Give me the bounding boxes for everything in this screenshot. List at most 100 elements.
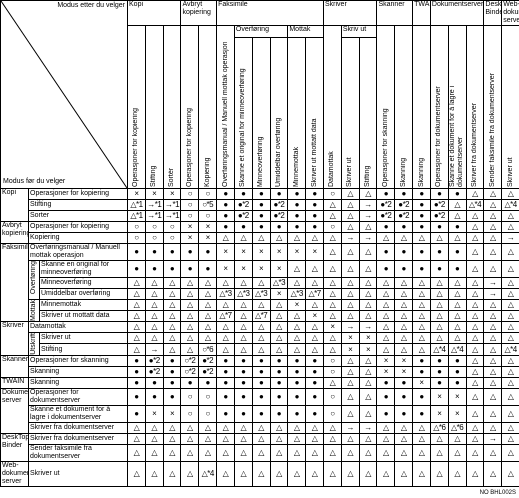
compat-cell: △ — [376, 460, 396, 487]
compat-cell: × — [358, 331, 378, 345]
row-label: Stifting — [38, 343, 129, 356]
compat-cell: △ — [358, 354, 378, 367]
compat-cell: △ — [305, 277, 324, 289]
compat-cell: △ — [162, 460, 182, 487]
compat-cell: ● — [412, 354, 431, 367]
compat-cell: → — [358, 210, 378, 222]
compat-cell: ● — [287, 199, 307, 211]
compat-cell: △ — [412, 299, 431, 311]
compat-cell: ○*5 — [198, 199, 218, 211]
compat-cell: ○ — [127, 232, 146, 244]
compat-cell: △ — [429, 331, 449, 345]
compat-cell: △ — [429, 443, 449, 462]
compat-cell: × — [376, 354, 396, 367]
table-row: Stifting △*1 →*1 →*1 ○ ○*5 ● ●*2 ● ●*2 ● ● △ △ → ●*2 ●*2… — [1, 199, 519, 211]
compat-cell: △ — [465, 432, 485, 445]
compat-cell: ●*2 — [376, 210, 396, 222]
corner-top-label: Modus etter du velger — [57, 2, 126, 9]
column-header: Skriver ut — [340, 37, 360, 189]
compat-cell: △ — [198, 443, 218, 462]
compat-cell: ● — [180, 243, 200, 261]
compat-cell: △ — [305, 343, 324, 356]
compat-cell: △ — [162, 331, 182, 345]
row-label: Operasjoner for skanning — [27, 354, 129, 367]
compat-cell: × — [162, 404, 182, 423]
compat-cell: ● — [216, 404, 235, 423]
compat-cell: △ — [323, 260, 342, 278]
compat-cell: △ — [162, 432, 182, 445]
compat-cell: △ — [429, 277, 449, 289]
diagonal — [1, 1, 127, 188]
column-header: Minneoverføring — [251, 37, 271, 189]
compat-cell: × — [198, 221, 218, 233]
compat-cell: △ — [180, 299, 200, 311]
compat-cell: △ — [465, 404, 485, 423]
compat-cell: △ — [251, 432, 271, 445]
column-label: Operasjoner for dokumentserver — [435, 86, 443, 187]
compat-cell: △ — [216, 331, 235, 345]
compat-cell: △ — [323, 343, 342, 356]
table-row: DeskTop Binder Skriver fra dokumentserver… — [0, 432, 519, 462]
row-label: Skriver ut mottatt data — [38, 309, 129, 323]
compat-cell: × — [287, 243, 307, 261]
compat-cell: △ — [465, 443, 485, 462]
compat-cell: △ — [376, 277, 396, 289]
compat-cell: ● — [233, 376, 253, 389]
compat-cell: △ — [144, 288, 164, 300]
compat-cell: △ — [233, 232, 253, 244]
compat-cell: △ — [144, 309, 164, 323]
compat-cell: ● — [144, 387, 164, 406]
compat-cell: △ — [340, 404, 360, 423]
compat-cell: △ — [358, 443, 378, 462]
row-label: Skanning — [27, 376, 129, 389]
compat-cell: △ — [162, 443, 182, 462]
compat-cell: △ — [144, 460, 164, 487]
compat-cell: △ — [465, 277, 485, 289]
compat-cell: △ — [180, 343, 200, 356]
column-label: Kopiering — [203, 157, 211, 187]
row-subgroup: Utskrift — [28, 332, 40, 356]
compat-cell: ○ — [180, 188, 200, 200]
compat-cell: △ — [501, 299, 519, 311]
compat-cell: ● — [269, 376, 289, 389]
row-label: Operasjoner for kopiering — [27, 221, 129, 233]
compat-cell: △ — [180, 331, 200, 345]
compat-cell: △ — [394, 421, 414, 434]
compat-cell: △ — [429, 460, 449, 487]
compat-cell: △ — [269, 331, 289, 345]
compat-cell: △ — [127, 443, 146, 462]
compat-cell: × — [447, 404, 467, 423]
compat-cell: ● — [233, 404, 253, 423]
compat-cell: ● — [376, 188, 396, 200]
row-subgroup: Overføring — [28, 260, 40, 300]
row-label: Skriver ut — [38, 331, 129, 345]
column-label: Operasjoner for kopiering — [185, 108, 193, 187]
compat-cell: △ — [358, 299, 378, 311]
column-group-label: Dokumentserver — [429, 0, 485, 26]
compat-cell: △ — [465, 299, 485, 311]
compat-cell: △ — [162, 343, 182, 356]
row-subgroup-label: Utskrift — [30, 333, 37, 355]
column-group-label: Skanner — [376, 0, 414, 26]
column-header: Skriver fra dokumentserver — [465, 25, 485, 189]
compat-cell: ○ — [323, 404, 342, 423]
compat-cell: ● — [305, 387, 324, 406]
compat-cell: △ — [412, 288, 431, 300]
column-subgroup-label: Skriv ut — [340, 25, 378, 38]
column-header: Minnemottak — [287, 37, 307, 189]
column-label: Stifting — [364, 165, 372, 187]
compat-cell: ○*6 — [198, 343, 218, 356]
compat-cell: △ — [429, 432, 449, 445]
compat-cell: △ — [340, 243, 360, 261]
compat-cell: △ — [180, 432, 200, 445]
compat-cell: △ — [412, 321, 431, 334]
table-row: Kopi Operasjoner for kopiering × × × ○ ○ ● ● ● ● ● ●… — [0, 188, 519, 222]
compat-cell: ○ — [198, 387, 218, 406]
compat-cell: → — [340, 232, 360, 244]
compat-cell: △ — [501, 221, 519, 233]
compat-cell: △ — [233, 343, 253, 356]
compat-cell: ● — [305, 188, 324, 200]
compat-cell: △ — [501, 354, 519, 367]
compat-cell: △ — [323, 421, 342, 434]
